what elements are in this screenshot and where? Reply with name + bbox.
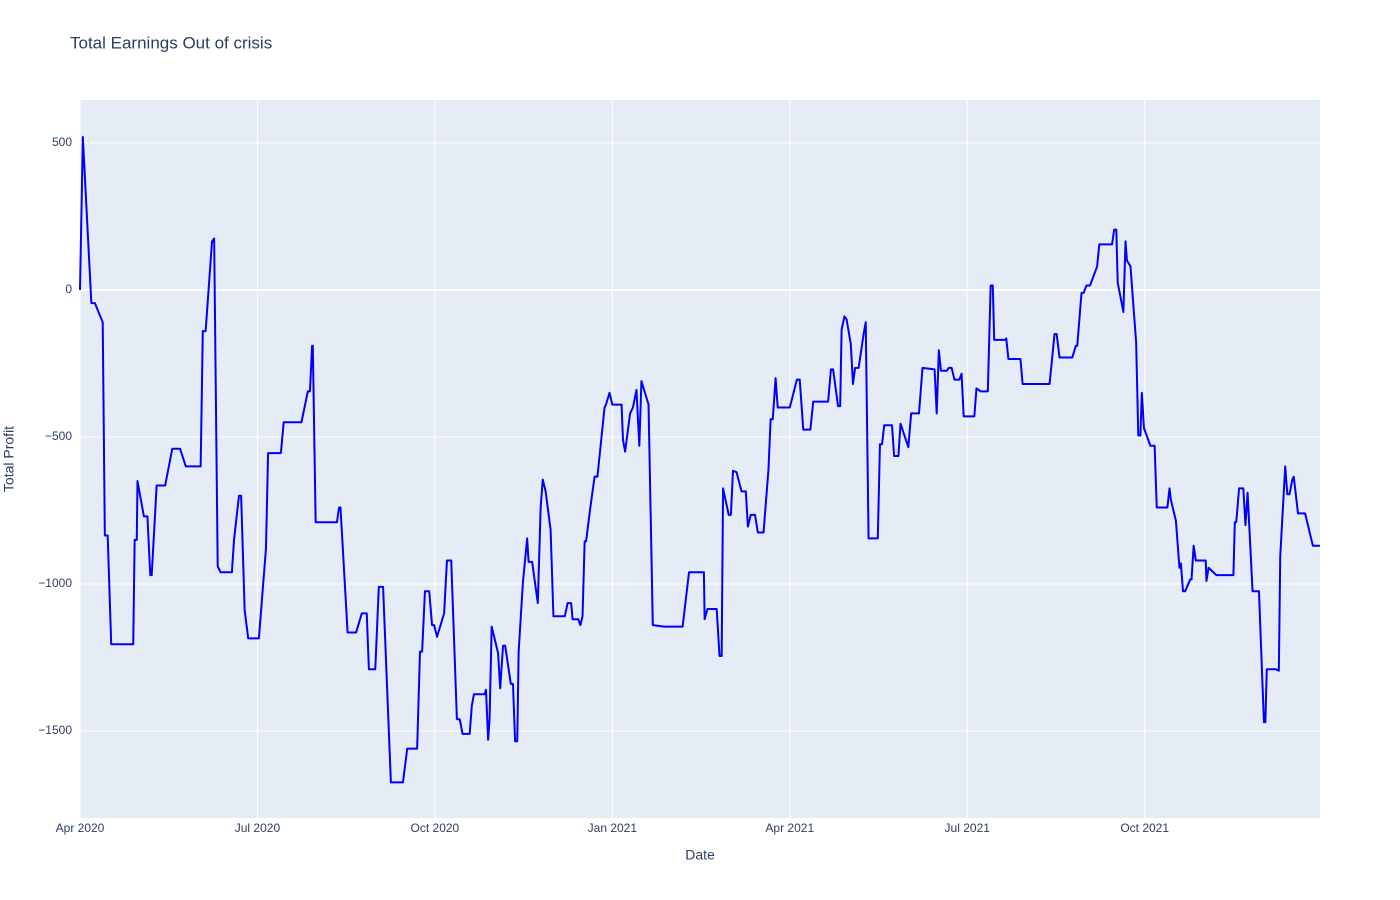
x-tick-label: Oct 2021 <box>1120 821 1169 835</box>
x-tick-label: Jul 2021 <box>945 821 991 835</box>
line <box>79 136 1320 784</box>
y-tick-label: −1500 <box>38 723 72 737</box>
y-tick-label: −1000 <box>38 576 72 590</box>
marks <box>79 136 1320 784</box>
x-tick-label: Apr 2021 <box>765 821 814 835</box>
chart-title: Total Earnings Out of crisis <box>70 33 272 52</box>
x-tick-label: Apr 2020 <box>56 821 105 835</box>
x-tick-label: Oct 2020 <box>411 821 460 835</box>
x-axis-title: Date <box>685 847 715 863</box>
grid <box>79 100 1320 818</box>
y-tick-label: −500 <box>45 429 72 443</box>
y-axis-title: Total Profit <box>1 426 17 492</box>
x-tick-label: Jul 2020 <box>235 821 281 835</box>
y-tick-label: 0 <box>65 282 72 296</box>
y-tick-label: 500 <box>52 135 72 149</box>
x-tick-label: Jan 2021 <box>588 821 638 835</box>
plot-area <box>80 100 1320 818</box>
